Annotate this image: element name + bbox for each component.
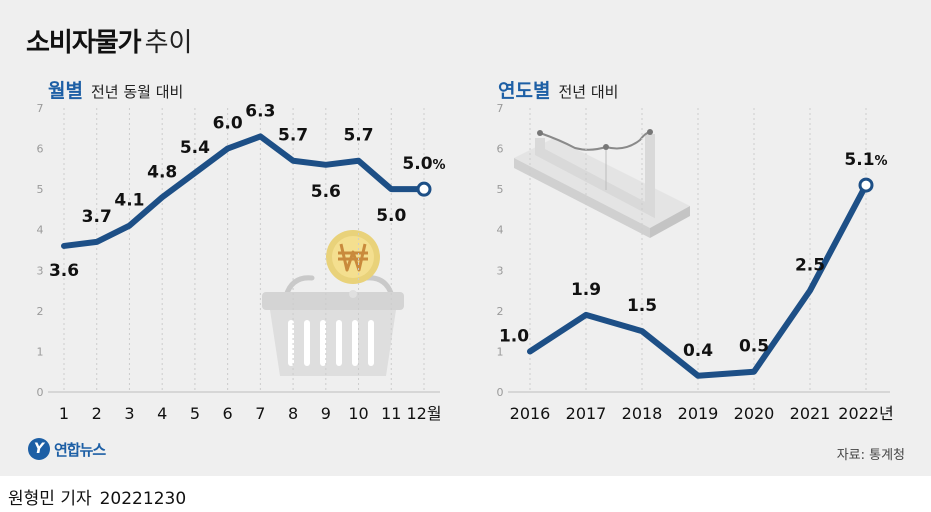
x-tick-label: 2021 bbox=[790, 404, 831, 423]
last-point-marker bbox=[858, 177, 874, 193]
data-label: 1.0 bbox=[499, 326, 529, 346]
y-tick-label: 0 bbox=[497, 386, 504, 399]
percent-suffix: % bbox=[875, 154, 888, 169]
y-tick-label: 2 bbox=[37, 305, 44, 318]
yearly-chart-heading: 연도별 전년 대비 bbox=[498, 76, 618, 103]
series-line bbox=[527, 182, 869, 379]
data-label: 5.4 bbox=[180, 138, 210, 158]
y-tick-label: 6 bbox=[497, 143, 504, 156]
monthly-chart-heading: 월별 전년 동월 대비 bbox=[48, 76, 183, 103]
x-tick-label: 1 bbox=[59, 404, 69, 423]
data-label: 3.7 bbox=[82, 207, 112, 227]
data-label: 0.5 bbox=[739, 337, 769, 357]
yearly-chart-subtitle: 전년 대비 bbox=[558, 83, 619, 101]
graph-stand-icon bbox=[514, 129, 690, 238]
data-label: 5.6 bbox=[311, 182, 341, 202]
x-tick-label: 2017 bbox=[566, 404, 607, 423]
x-tick-label: 12월 bbox=[406, 404, 441, 423]
publish-date: 20221230 bbox=[99, 489, 187, 509]
last-data-label: 5.0% bbox=[402, 154, 445, 174]
monthly-chart-title: 월별 bbox=[48, 80, 83, 102]
infographic-card bbox=[0, 0, 931, 476]
x-tick-label: 5 bbox=[190, 404, 200, 423]
y-tick-label: 1 bbox=[497, 345, 504, 358]
x-tick-label: 3 bbox=[124, 404, 134, 423]
y-tick-label: 3 bbox=[37, 264, 44, 277]
x-tick-label: 2022년 bbox=[838, 404, 893, 423]
last-point-marker bbox=[416, 181, 432, 197]
title-suffix: 추이 bbox=[144, 28, 193, 58]
y-tick-label: 2 bbox=[497, 305, 504, 318]
x-tick-label: 2018 bbox=[622, 404, 663, 423]
percent-suffix: % bbox=[433, 158, 446, 173]
data-label: 6.3 bbox=[245, 101, 275, 121]
y-tick-label: 0 bbox=[37, 386, 44, 399]
yonhap-logo: Y 연합뉴스 bbox=[28, 438, 106, 460]
byline: 원형민 기자 20221230 bbox=[8, 484, 186, 509]
y-tick-label: 3 bbox=[497, 264, 504, 277]
y-tick-label: 7 bbox=[37, 102, 44, 115]
x-tick-label: 2020 bbox=[734, 404, 775, 423]
x-tick-label: 2016 bbox=[510, 404, 551, 423]
x-tick-label: 2019 bbox=[678, 404, 719, 423]
y-tick-label: 7 bbox=[497, 102, 504, 115]
y-tick-label: 5 bbox=[37, 183, 44, 196]
x-tick-label: 11 bbox=[381, 404, 401, 423]
x-tick-label: 2 bbox=[92, 404, 102, 423]
data-label: 3.6 bbox=[49, 261, 79, 281]
data-label: 5.7 bbox=[343, 126, 373, 146]
data-label: 5.7 bbox=[278, 126, 308, 146]
won-coin-icon bbox=[326, 230, 380, 298]
data-label: 1.5 bbox=[627, 296, 657, 316]
y-tick-label: 5 bbox=[497, 183, 504, 196]
x-tick-label: 9 bbox=[321, 404, 331, 423]
y-tick-label: 1 bbox=[37, 345, 44, 358]
data-label: 6.0 bbox=[213, 114, 243, 134]
x-tick-label: 6 bbox=[223, 404, 233, 423]
data-label: 1.9 bbox=[571, 280, 601, 300]
title-main: 소비자물가 bbox=[26, 28, 142, 58]
x-tick-label: 4 bbox=[157, 404, 167, 423]
logo-text: 연합뉴스 bbox=[54, 440, 106, 459]
x-tick-label: 10 bbox=[348, 404, 368, 423]
y-tick-label: 4 bbox=[37, 224, 44, 237]
shopping-basket-icon bbox=[262, 275, 404, 376]
yearly-chart-title: 연도별 bbox=[498, 80, 551, 102]
last-data-label: 5.1% bbox=[844, 150, 887, 170]
monthly-chart-subtitle: 전년 동월 대비 bbox=[90, 83, 184, 101]
y-tick-label: 6 bbox=[37, 143, 44, 156]
yearly-chart: 0 1 2 3 4 5 6 7 2016 2017 2018 2019 2020 2021 2022년 1.0… bbox=[497, 102, 894, 423]
x-tick-label: 8 bbox=[288, 404, 298, 423]
source-note: 자료: 통계청 bbox=[836, 448, 905, 463]
data-label: 0.4 bbox=[683, 341, 713, 361]
series-line bbox=[61, 133, 427, 249]
data-label: 2.5 bbox=[795, 256, 825, 276]
data-label: 4.1 bbox=[114, 191, 144, 211]
data-label: 4.8 bbox=[147, 162, 177, 182]
reporter-name: 원형민 기자 bbox=[8, 489, 92, 509]
y-tick-label: 4 bbox=[497, 224, 504, 237]
logo-mark-icon: Y bbox=[28, 438, 50, 460]
data-label: 5.0 bbox=[376, 206, 406, 226]
x-tick-label: 7 bbox=[255, 404, 265, 423]
page-title: 소비자물가 추이 bbox=[26, 22, 192, 59]
